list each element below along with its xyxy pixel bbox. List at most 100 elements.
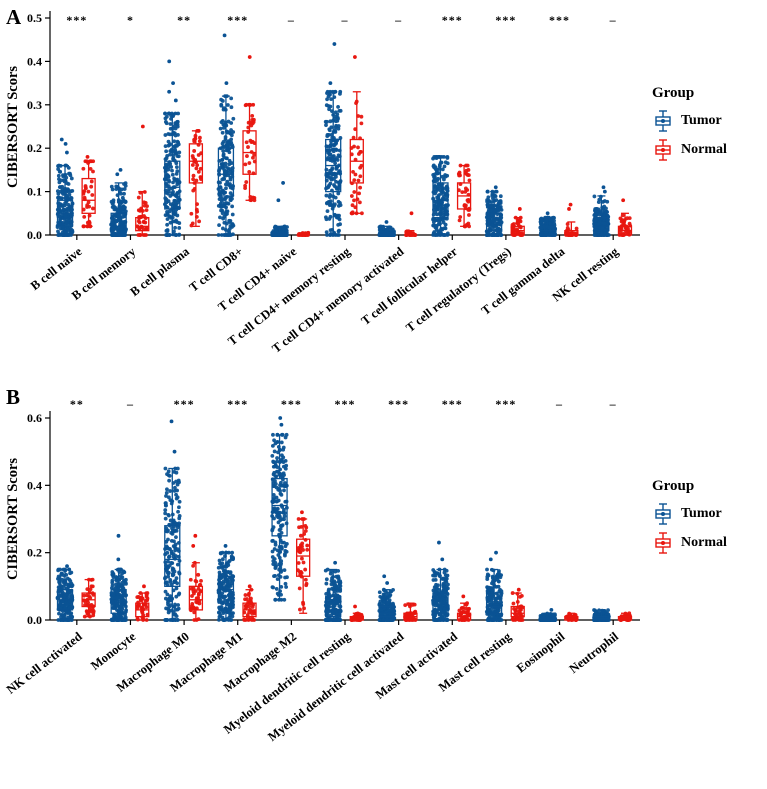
legend-b: Group Tumor Normal [652, 478, 764, 560]
x-axis-label: B cell plasma [127, 244, 192, 299]
boxplot [456, 602, 472, 621]
boxplot [539, 216, 556, 236]
normal-boxplot-key-icon [655, 139, 671, 161]
y-axis-title-b: CIBERSORT Scors [5, 458, 21, 580]
data-points [216, 544, 236, 622]
x-axis-label: T cell follicular helper [359, 244, 461, 328]
panel-b-chart: B CIBERSORT Scors 0.0 0.2 0.4 0.6 NK cell ac… [4, 385, 640, 744]
boxplot [242, 589, 257, 621]
boxplot [378, 589, 395, 621]
significance-marker: *** [442, 13, 463, 27]
normal-boxplot-key-icon [655, 532, 671, 554]
boxplot [617, 212, 633, 236]
panel-a-chart: A CIBERSORT Scors 0.0 0.1 0.2 0.3 0.4 0.5 B ce… [5, 5, 640, 356]
boxplot [617, 612, 633, 621]
legend-label-tumor: Tumor [681, 113, 722, 128]
boxplot [135, 190, 150, 236]
data-points [564, 202, 579, 237]
data-points [377, 574, 397, 622]
significance-marker: *** [174, 397, 195, 411]
significance-marker: *** [335, 397, 356, 411]
y-tick-label: 0.0 [27, 613, 42, 627]
y-tick-label: 0.2 [27, 141, 42, 155]
significance-marker: *** [495, 397, 516, 411]
data-points [135, 124, 149, 237]
boxplot [485, 568, 503, 621]
data-points [189, 128, 203, 228]
boxplot [510, 216, 525, 236]
significance-marker: *** [495, 13, 516, 27]
legend-entry-normal: Normal [652, 138, 764, 162]
significance-marker: – [609, 13, 617, 27]
tumor-boxplot-key-icon [655, 110, 671, 132]
significance-marker: – [126, 397, 134, 411]
boxplot [325, 91, 342, 236]
boxplot [217, 552, 235, 621]
y-tick-label: 0.3 [27, 98, 42, 112]
panel-a: A CIBERSORT Scors 0.0 0.1 0.2 0.3 0.4 0.5 B ce… [0, 0, 767, 378]
boxplot [349, 91, 364, 214]
significance-marker: *** [442, 397, 463, 411]
legend-title: Group [652, 478, 695, 494]
tumor-boxplot-key-icon [655, 503, 671, 525]
plot-area-a: 0.00.10.20.30.40.5B cell naive***B cell … [27, 11, 640, 356]
plot-area-b: 0.0 0.2 0.4 0.6 NK cell activated ** Monocyte –… [4, 397, 640, 744]
legend-entry-tumor: Tumor [652, 502, 764, 526]
y-tick-label: 0.2 [27, 546, 42, 560]
boxplot [81, 160, 96, 227]
significance-marker: *** [388, 397, 409, 411]
significance-marker: ** [177, 13, 191, 27]
boxplot [349, 612, 364, 621]
y-tick-label: 0.6 [27, 411, 42, 425]
boxplot [432, 156, 449, 236]
significance-marker: – [609, 397, 617, 411]
x-axis-label: Monocyte [88, 629, 139, 673]
x-axis-label: T cell regulatory (Tregs) [403, 244, 513, 335]
boxplot [188, 562, 204, 621]
significance-marker: *** [227, 397, 248, 411]
legend-label-tumor: Tumor [681, 506, 722, 521]
data-points [55, 137, 75, 237]
y-tick-label: 0.0 [27, 228, 42, 242]
boxplot [271, 434, 288, 601]
data-points [323, 560, 343, 622]
legend-a: Group Tumor Normal [652, 85, 764, 167]
boxplot [110, 568, 127, 621]
data-points [135, 584, 150, 622]
significance-marker: * [127, 13, 134, 27]
significance-marker: – [394, 13, 402, 27]
boxplot [510, 592, 525, 621]
boxplot [164, 112, 181, 236]
boxplot [188, 130, 204, 227]
significance-marker: ** [70, 397, 84, 411]
boxplot [135, 592, 150, 621]
significance-marker: – [341, 13, 349, 27]
boxplot [403, 230, 417, 236]
legend-label-normal: Normal [681, 535, 727, 550]
boxplot [271, 225, 288, 236]
panel-b: B CIBERSORT Scors 0.0 0.2 0.4 0.6 NK cell ac… [0, 378, 767, 789]
boxplot [485, 190, 503, 236]
y-tick-label: 0.4 [27, 478, 42, 492]
significance-marker: *** [227, 13, 248, 27]
boxplot [164, 467, 181, 621]
significance-marker: *** [66, 13, 87, 27]
panel-b-letter: B [6, 385, 20, 409]
x-axis-label: NK cell activated [4, 629, 85, 696]
legend-entry-tumor: Tumor [652, 109, 764, 133]
data-points [163, 419, 182, 622]
boxplot [378, 225, 395, 236]
legend-label-normal: Normal [681, 142, 727, 157]
x-axis-label: Eosinophil [514, 629, 568, 675]
legend-title: Group [652, 85, 695, 101]
panel-a-letter: A [6, 5, 22, 29]
y-tick-label: 0.4 [27, 54, 42, 68]
boxplot [403, 602, 418, 621]
boxplot [564, 612, 579, 621]
boxplot [296, 232, 310, 236]
boxplot [110, 182, 127, 236]
boxplot [217, 95, 235, 236]
boxplot [296, 518, 311, 614]
y-tick-label: 0.1 [27, 185, 42, 199]
